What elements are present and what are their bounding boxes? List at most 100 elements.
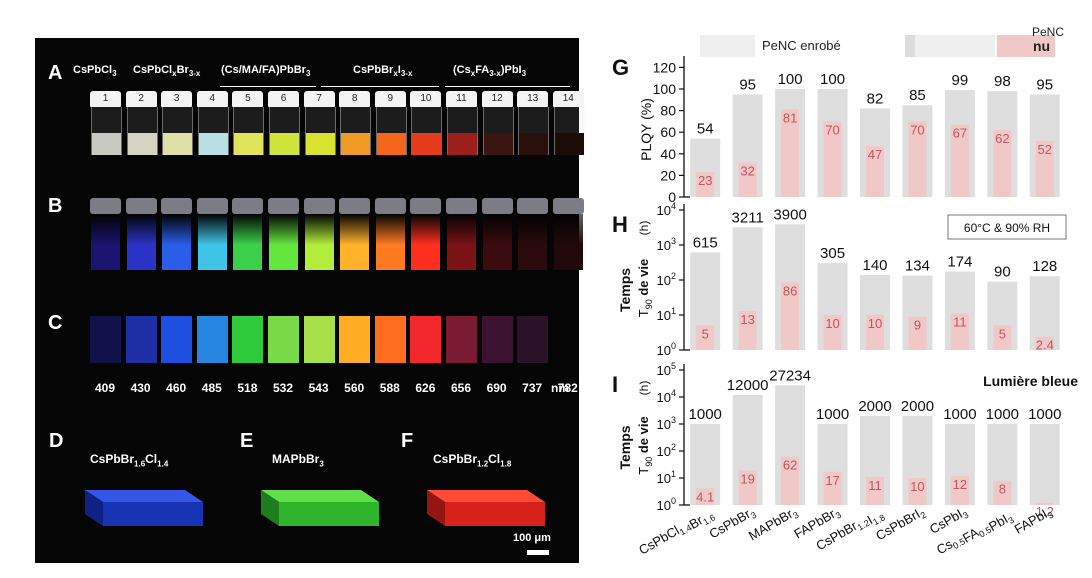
vial-number: 3 (161, 91, 193, 107)
y-tick-label: 20 (660, 167, 676, 183)
pl-vial-glow (482, 214, 512, 270)
panel-label-g: G (612, 55, 629, 80)
value-label-bare: 32 (740, 163, 754, 178)
vial-glass (411, 107, 443, 155)
y-tick-label: 100 (657, 341, 676, 358)
y-tick-label: 104 (657, 201, 676, 218)
value-label-bare: 5 (999, 327, 1006, 342)
value-label-coated: 90 (994, 264, 1011, 281)
vial-number: 9 (374, 91, 406, 107)
category-label: CsPbBrI2 (873, 504, 928, 545)
value-label-coated: 2000 (901, 398, 934, 415)
emission-swatch (410, 316, 442, 363)
pl-vial-cap (446, 198, 477, 214)
micrograph-e (261, 490, 379, 526)
value-label-coated: 3211 (732, 209, 764, 226)
pl-vial-cap (268, 198, 299, 214)
vial-liquid (198, 133, 228, 155)
vial-glass (126, 107, 158, 155)
vial-liquid (448, 133, 477, 155)
panel-label-a: A (48, 62, 63, 84)
y-axis-label-main: T90 de vie (636, 259, 654, 317)
vial-liquid (305, 133, 335, 155)
value-label-bare: 11 (953, 315, 967, 330)
y-tick-label: 40 (660, 146, 676, 162)
y-tick-label: 104 (657, 388, 676, 405)
value-label-bare: 23 (698, 173, 712, 188)
value-label-bare: 86 (783, 283, 797, 298)
vial-number: 14 (552, 91, 584, 107)
emission-swatch (446, 316, 477, 363)
group-label-cspbclxbr: CsPbClxBr3-x (133, 64, 201, 79)
bar-bare (781, 109, 800, 197)
vial-liquid (554, 133, 584, 155)
y-tick-label: 80 (660, 103, 676, 119)
vial-number: 7 (303, 91, 335, 107)
value-label-coated: 99 (952, 72, 969, 89)
value-label-coated: 305 (820, 245, 845, 262)
legend-label-bare-top: PeNC (1032, 25, 1065, 39)
emission-swatch (481, 316, 513, 363)
value-label-bare: 2.4 (1036, 338, 1054, 353)
y-tick-label: 120 (653, 59, 677, 75)
value-label-bare: 11 (868, 478, 882, 493)
vial-glass (375, 107, 407, 155)
legend-swatch-coated-a (700, 35, 755, 57)
vial-liquid (127, 133, 157, 155)
legend-label-coated: PeNC enrobé (762, 38, 841, 53)
group-label-cspbbrxi: CsPbBrxI3-x (353, 64, 413, 79)
pl-vial-glow (91, 214, 120, 270)
vial-number: 4 (196, 91, 228, 107)
wavelength-label: 543 (308, 381, 329, 395)
value-label-coated: 3900 (773, 206, 806, 223)
vial-glass (91, 107, 122, 155)
wavelength-label: 782 (557, 381, 578, 395)
value-label-bare: 10 (868, 316, 882, 331)
vial-number: 6 (268, 91, 299, 107)
photo-panel: A B C CsPbCl3 CsPbClxBr3-x (Cs/MA/FA)PbB… (35, 38, 585, 563)
category-label: FAPbI3 (1012, 504, 1056, 539)
panel-label-e: E (240, 430, 254, 452)
value-label-bare: 1.2 (1036, 504, 1054, 519)
bar-bare (696, 488, 715, 505)
pl-vial-cap (374, 198, 406, 214)
vial-glass (447, 107, 478, 155)
category-label: CsPbI3 (927, 504, 971, 539)
value-label-coated: 134 (905, 258, 930, 275)
pl-vial-glow (269, 214, 298, 270)
bar-bare (993, 130, 1012, 197)
pl-vial-cap (303, 198, 335, 214)
panel-label-f: F (401, 430, 414, 452)
wavelength-label: 518 (237, 381, 258, 395)
y-axis-label-top: Temps (617, 425, 633, 469)
annotation-box (947, 214, 1067, 240)
value-label-coated: 85 (909, 87, 926, 104)
legend-swatch-bare (997, 35, 1055, 57)
y-tick-label: 105 (657, 361, 676, 378)
value-label-coated: 1000 (816, 406, 849, 423)
value-label-coated: 1000 (986, 406, 1019, 423)
emission-swatch (517, 316, 549, 363)
value-label-coated: 1000 (1028, 406, 1061, 423)
wavelength-label: 626 (415, 381, 436, 395)
emission-swatch (374, 316, 406, 363)
bar-bare (908, 316, 927, 350)
panel-label-i: I (612, 372, 618, 397)
pl-vial-glow (197, 214, 227, 270)
vial-liquid (519, 133, 549, 155)
pl-vial-glow (447, 214, 476, 270)
wavelength-unit: nm (551, 381, 569, 395)
bar-coated (1029, 424, 1060, 505)
vial-glass (162, 107, 194, 155)
vial-glass (340, 107, 372, 155)
panel-label-h: H (612, 212, 628, 237)
category-label: MAPbBr3 (746, 504, 801, 545)
vial-number: 13 (517, 91, 549, 107)
value-label-coated: 100 (778, 71, 803, 88)
pl-vial-cap (90, 198, 121, 214)
value-label-coated: 82 (867, 90, 884, 107)
panel-label-d: D (49, 430, 64, 452)
y-tick-label: 101 (657, 469, 676, 486)
vial-number: 8 (339, 91, 371, 107)
